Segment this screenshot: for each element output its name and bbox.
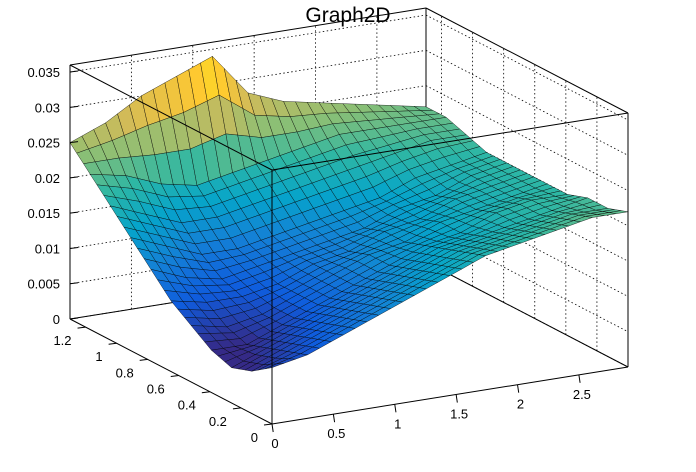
x-tick [455, 394, 458, 403]
x-tick-label: 0 [271, 436, 278, 451]
x-tick [394, 404, 397, 413]
z-tick-label: 0.025 [27, 136, 60, 151]
z-tick [69, 246, 79, 249]
y-tick [108, 342, 117, 345]
x-tick-label: 1.5 [450, 407, 468, 422]
y-tick-label: 0.8 [116, 365, 134, 380]
axes: 0 0.5 1 1.5 2 2.5 0 0.2 0.4 0.6 0.8 1 1.2 0 0.005 0.01 0… [27, 65, 590, 451]
frame-edge [425, 261, 629, 368]
y-tick-label: 0.4 [178, 398, 196, 413]
x-tick-label: 1 [394, 416, 401, 431]
x-tick [332, 414, 336, 423]
x-tick [517, 384, 520, 393]
z-tick-label: 0.03 [35, 100, 60, 115]
y-tick-label: 0.2 [209, 414, 227, 429]
x-tick-label: 0.5 [327, 426, 345, 441]
z-tick-label: 0 [53, 312, 60, 327]
x-tick-label: 2 [517, 397, 524, 412]
y-axis-line [69, 318, 273, 425]
surface-cell [609, 210, 629, 214]
z-tick-label: 0.035 [27, 65, 60, 80]
z-tick [69, 176, 79, 179]
chart-title: Graph2D [305, 4, 391, 27]
z-tick [69, 105, 79, 108]
y-tick [201, 391, 210, 394]
frame-edge [69, 64, 273, 171]
z-tick [69, 282, 79, 285]
grid-line [69, 49, 427, 108]
x-tick [271, 423, 274, 433]
x-tick [578, 374, 581, 383]
z-tick-label: 0.005 [27, 277, 60, 292]
y-tick-label: 1 [95, 349, 102, 364]
z-tick [69, 211, 79, 214]
y-tick-label: 1.2 [53, 333, 71, 348]
z-tick-label: 0.02 [35, 171, 60, 186]
z-tick [69, 70, 79, 73]
grid-line [69, 14, 427, 73]
frame-edge [271, 112, 629, 171]
y-tick-label: 0 [251, 430, 258, 445]
y-tick [170, 375, 179, 378]
z-tick-label: 0.01 [35, 241, 60, 256]
x-axis-line [271, 366, 629, 425]
z-tick-label: 0.015 [27, 206, 60, 221]
y-tick [232, 407, 241, 410]
y-tick [77, 326, 86, 329]
z-tick [69, 317, 79, 320]
surface-mesh [69, 55, 629, 372]
frame-edge [69, 7, 427, 66]
z-tick [69, 141, 79, 144]
frame-edge [425, 7, 629, 114]
x-tick-label: 2.5 [573, 387, 591, 402]
y-tick [139, 358, 148, 361]
grid-line [425, 14, 629, 121]
y-tick [263, 423, 273, 426]
y-tick-label: 0.6 [147, 382, 165, 397]
